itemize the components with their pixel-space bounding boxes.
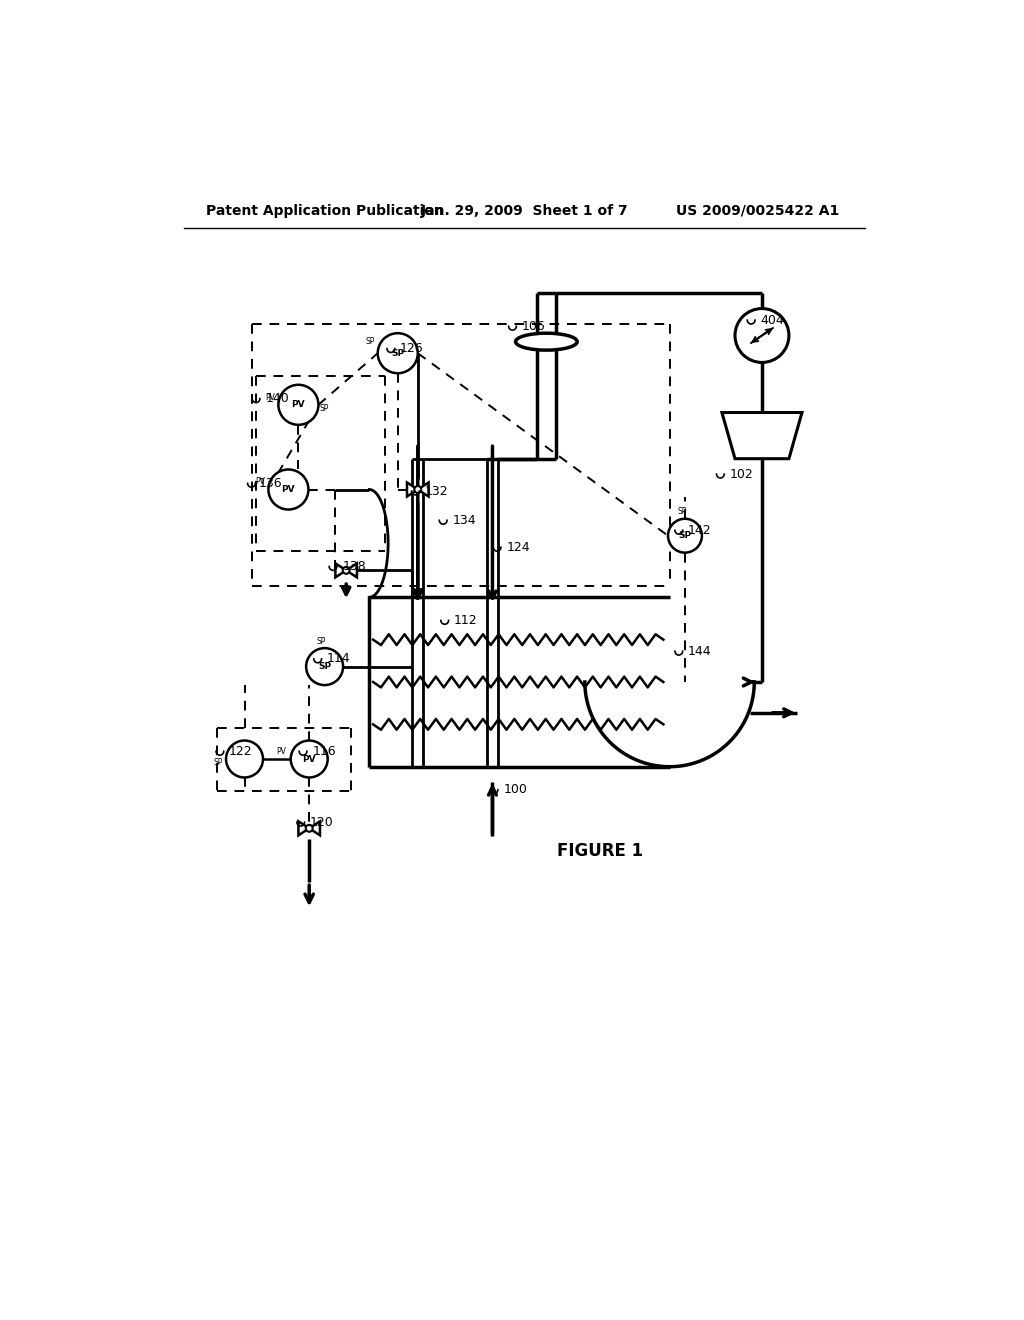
- Polygon shape: [336, 564, 346, 577]
- Text: 102: 102: [730, 467, 754, 480]
- Text: 134: 134: [453, 513, 476, 527]
- Polygon shape: [309, 821, 319, 836]
- Polygon shape: [407, 483, 418, 496]
- Text: SP: SP: [391, 348, 404, 358]
- Text: 120: 120: [310, 816, 334, 829]
- Text: 124: 124: [506, 541, 530, 554]
- Text: SP: SP: [678, 507, 687, 516]
- Ellipse shape: [515, 333, 578, 350]
- Text: PV: PV: [255, 478, 265, 486]
- Text: 132: 132: [425, 484, 449, 498]
- Circle shape: [343, 566, 349, 574]
- Circle shape: [668, 519, 701, 553]
- Text: 100: 100: [503, 783, 527, 796]
- Circle shape: [306, 825, 312, 832]
- Circle shape: [378, 333, 418, 374]
- Text: 144: 144: [688, 644, 712, 657]
- Text: 140: 140: [265, 392, 289, 405]
- Text: 126: 126: [400, 342, 424, 355]
- Circle shape: [735, 309, 788, 363]
- Text: FIGURE 1: FIGURE 1: [557, 842, 643, 861]
- Text: SP: SP: [366, 337, 375, 346]
- Text: SP: SP: [316, 636, 326, 645]
- Text: PV: PV: [302, 755, 316, 763]
- Polygon shape: [722, 412, 802, 459]
- Text: SP: SP: [319, 404, 330, 413]
- Text: Patent Application Publication: Patent Application Publication: [206, 203, 443, 218]
- Text: SP: SP: [678, 531, 691, 540]
- Text: PV: PV: [292, 400, 305, 409]
- Polygon shape: [418, 483, 429, 496]
- Circle shape: [291, 741, 328, 777]
- Circle shape: [226, 741, 263, 777]
- Text: SP: SP: [318, 663, 331, 671]
- Text: US 2009/0025422 A1: US 2009/0025422 A1: [676, 203, 839, 218]
- Text: 142: 142: [688, 524, 712, 537]
- Text: Jan. 29, 2009  Sheet 1 of 7: Jan. 29, 2009 Sheet 1 of 7: [421, 203, 629, 218]
- Text: SP: SP: [214, 759, 223, 767]
- Circle shape: [306, 648, 343, 685]
- Text: 116: 116: [312, 744, 336, 758]
- Text: 114: 114: [327, 652, 350, 665]
- Text: PV: PV: [265, 392, 275, 401]
- Text: 138: 138: [342, 560, 366, 573]
- Text: PV: PV: [276, 747, 286, 756]
- Text: 136: 136: [259, 477, 283, 490]
- Circle shape: [415, 486, 421, 492]
- Text: 404: 404: [761, 314, 784, 326]
- Polygon shape: [298, 821, 309, 836]
- Circle shape: [268, 470, 308, 510]
- Text: 122: 122: [229, 744, 253, 758]
- Polygon shape: [346, 564, 357, 577]
- Circle shape: [279, 385, 318, 425]
- Text: 112: 112: [454, 614, 477, 627]
- Text: PV: PV: [282, 484, 295, 494]
- Text: 106: 106: [521, 319, 546, 333]
